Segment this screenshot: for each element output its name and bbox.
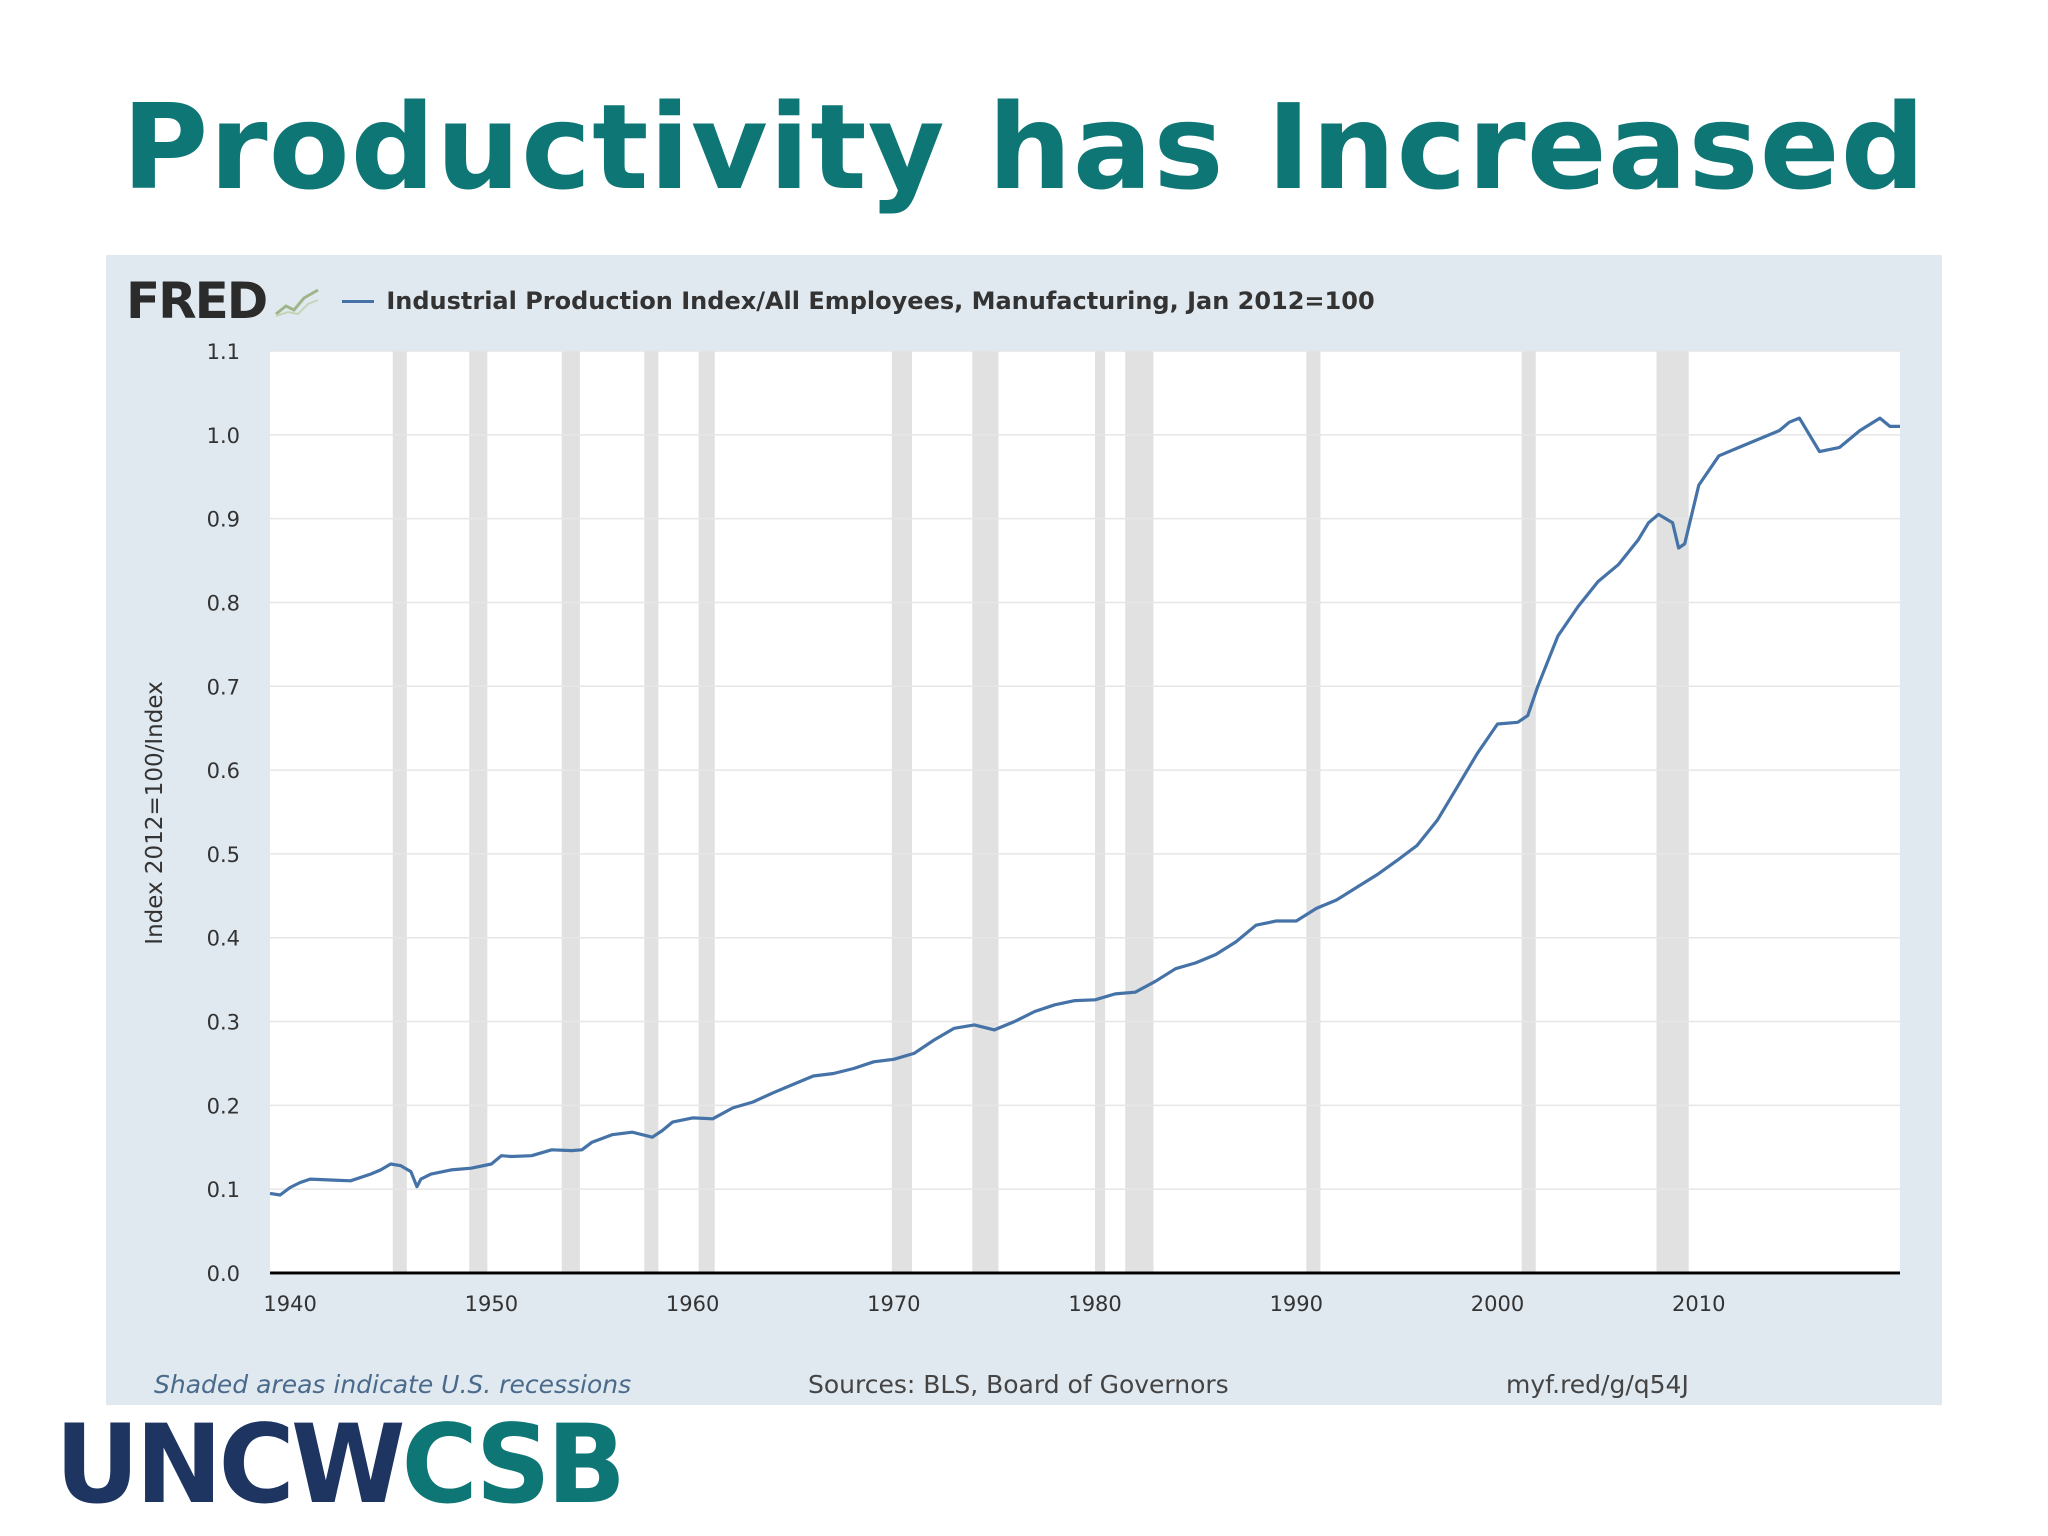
y-tick-label: 0.5 [207,843,240,867]
y-tick-label: 0.1 [207,1178,240,1202]
recession-band [1306,351,1321,1273]
short-link[interactable]: myf.red/g/q54J [1506,1370,1689,1399]
recession-band [972,351,999,1273]
plot-area-background [270,351,1900,1275]
y-tick-labels: 0.0 0.1 0.2 0.3 0.4 0.5 0.6 0.7 0.8 0.9 1.0 1.1 [207,340,240,1286]
recession-band [891,351,912,1273]
fred-chart-icon [275,288,320,317]
logo-csb: CSB [401,1400,626,1529]
recession-band [561,351,580,1273]
x-tick-labels: 1940 1950 1960 1970 1980 1990 2000 2010 [263,1292,1725,1316]
chart-header: FRED Industrial Production Index/All Emp… [126,272,1375,330]
fred-logo: FRED [126,272,268,330]
x-tick-label: 1960 [666,1292,719,1316]
x-tick-label: 1950 [465,1292,518,1316]
x-tick-label: 2000 [1471,1292,1524,1316]
recession-band [698,351,715,1273]
slide-title: Productivity has Increased [121,78,1927,216]
sources-note: Sources: BLS, Board of Governors [808,1370,1229,1399]
y-axis-label: Index 2012=100/Index [142,681,168,944]
recession-band [1521,351,1536,1273]
chart-canvas: 0.0 0.1 0.2 0.3 0.4 0.5 0.6 0.7 0.8 0.9 1.0 1.1 194… [142,340,1900,1316]
legend-swatch [342,299,375,303]
uncw-csb-logo: UNCWCSB [55,1400,626,1529]
recession-bands [392,351,1689,1273]
recession-band [644,351,659,1273]
y-tick-label: 0.2 [207,1094,240,1118]
x-tick-label: 1940 [263,1292,316,1316]
recession-band [1095,351,1106,1273]
y-tick-label: 0.8 [207,591,240,615]
y-tick-label: 0.9 [207,508,240,532]
y-tick-label: 1.1 [207,340,240,364]
series-line [269,416,1900,1197]
x-tick-label: 1970 [867,1292,920,1316]
y-tick-label: 0.0 [207,1262,240,1286]
recession-band [1656,351,1689,1273]
y-tick-label: 1.0 [207,424,240,448]
grid-lines [270,350,1900,1190]
recession-band [1125,351,1154,1273]
x-tick-label: 2010 [1672,1292,1725,1316]
recession-band [392,351,407,1273]
y-tick-label: 0.4 [207,927,240,951]
recession-note: Shaded areas indicate U.S. recessions [154,1370,632,1399]
fred-chart-frame: 0.0 0.1 0.2 0.3 0.4 0.5 0.6 0.7 0.8 0.9 1.0 1.1 194… [106,255,1942,1405]
y-tick-label: 0.3 [207,1011,240,1035]
logo-uncw: UNCW [55,1400,406,1529]
recession-band [469,351,488,1273]
x-tick-label: 1990 [1270,1292,1323,1316]
y-tick-label: 0.7 [207,675,240,699]
y-tick-label: 0.6 [207,759,240,783]
x-tick-label: 1980 [1068,1292,1121,1316]
legend-label: Industrial Production Index/All Employee… [386,287,1375,315]
